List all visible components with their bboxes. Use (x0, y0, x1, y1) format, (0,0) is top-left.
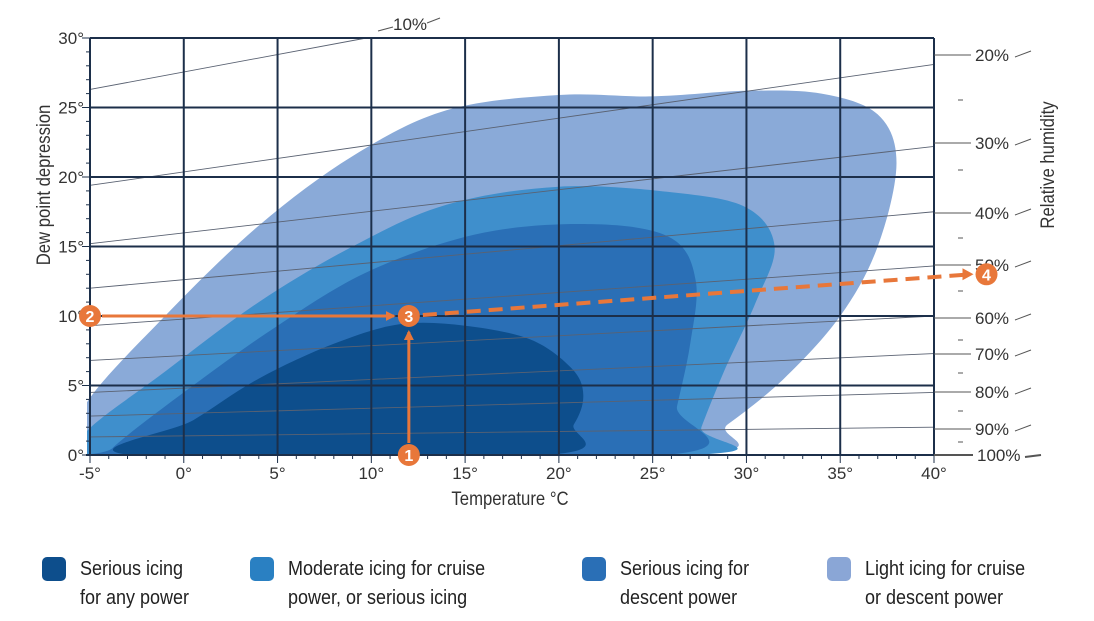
step-number-1: 1 (404, 448, 413, 465)
humidity-label: 30% (975, 134, 1009, 153)
humidity-line (89, 315, 935, 361)
humidity-label-dash (1014, 313, 1032, 321)
step-number-2: 2 (86, 309, 95, 326)
x-tick-label: 5° (269, 464, 285, 483)
x-tick-label: 10° (358, 464, 384, 483)
legend-label-line2: or descent power (865, 587, 1004, 609)
humidity-label-dash (1014, 50, 1032, 58)
humidity-label-dash (1014, 424, 1032, 432)
legend-label: Serious icing for any power (80, 555, 189, 613)
icing-region-4 (112, 322, 586, 455)
legend-label: Light icing for cruise or descent power (865, 555, 1025, 613)
legend-label-line1: Light icing for cruise (865, 558, 1026, 580)
x-tick-label: 15° (452, 464, 478, 483)
humidity-label-dash (1014, 208, 1032, 216)
humidity-label-10: 10% (393, 15, 427, 34)
humidity-line (89, 145, 935, 245)
humidity-label: 100% (977, 446, 1020, 465)
humidity-label: 60% (975, 309, 1009, 328)
humidity-label-dash (1024, 454, 1042, 458)
grid (82, 37, 935, 463)
legend-label-line2: for any power (80, 587, 190, 609)
legend-label: Serious icing for descent power (620, 555, 749, 613)
y-tick-label: 15° (58, 238, 84, 257)
humidity-line (89, 392, 935, 417)
legend-label-line1: Serious icing for (620, 558, 750, 580)
y-tick-label: 0° (68, 446, 84, 465)
x-tick-label: 20° (546, 464, 572, 483)
y-tick-label: 10° (58, 307, 84, 326)
legend-label-line2: power, or serious icing (288, 587, 468, 609)
x-tick-label: 25° (640, 464, 666, 483)
humidity-label-dash (377, 26, 394, 32)
x-axis-label: Temperature °C (451, 488, 568, 509)
y-axis-label: Dew point depression (33, 105, 54, 266)
legend-item-serious-descent: Serious icing for descent power (582, 555, 763, 613)
legend-item-serious-any-power: Serious icing for any power (42, 555, 201, 613)
tick-labels: -5° 0° 5° 10° 15° 20° 25° 30° 35° 40°0°5°10°15°20… (58, 29, 947, 483)
x-tick-label: 40° (921, 464, 947, 483)
humidity-label-dash (426, 17, 441, 24)
step-marker-2 (79, 305, 101, 327)
y-tick-label: 20° (58, 168, 84, 187)
humidity-line (89, 37, 367, 90)
humidity-line (89, 211, 935, 289)
humidity-label: 70% (975, 345, 1009, 364)
humidity-label-dash (1014, 349, 1032, 357)
step-marker-3 (397, 305, 420, 327)
humidity-label-dash (1014, 138, 1032, 146)
humidity-line (89, 63, 935, 186)
step-marker-1 (397, 444, 420, 466)
humidity-line (89, 426, 935, 438)
y-tick-label: 5° (68, 377, 84, 396)
humidity-label: 90% (975, 420, 1009, 439)
humidity-label-dash (1014, 260, 1032, 268)
arrow-3-to-4 (422, 272, 971, 317)
legend-label: Moderate icing for cruise power, or seri… (288, 555, 485, 613)
example-path: 1 2 3 4 (79, 263, 998, 466)
step-marker-4 (975, 263, 998, 286)
legend-swatch (582, 557, 606, 581)
legend-swatch (250, 557, 274, 581)
legend-label-line1: Serious icing (80, 558, 184, 580)
humidity-lines (89, 37, 935, 438)
x-tick-label: 30° (734, 464, 760, 483)
icing-regions (87, 90, 897, 455)
humidity-label: 40% (975, 204, 1009, 223)
x-tick-label: 35° (827, 464, 853, 483)
legend-label-line1: Moderate icing for cruise (288, 558, 486, 580)
humidity-label-dash (1014, 387, 1032, 395)
humidity-label: 20% (975, 46, 1009, 65)
step-number-4: 4 (982, 267, 991, 284)
legend-label-line2: descent power (620, 587, 738, 609)
y-tick-label: 30° (58, 29, 84, 48)
x-tick-label: -5° (79, 464, 101, 483)
humidity-label: 80% (975, 383, 1009, 402)
legend-item-light-icing: Light icing for cruise or descent power (827, 555, 1043, 613)
x-tick-label: 0° (176, 464, 192, 483)
legend-swatch (827, 557, 851, 581)
legend-swatch (42, 557, 66, 581)
right-axis-label: Relative humidity (1037, 101, 1058, 228)
step-number-3: 3 (404, 309, 413, 326)
arrow-3-to-4-head (962, 268, 974, 281)
y-tick-label: 25° (58, 99, 84, 118)
legend-item-moderate-cruise: Moderate icing for cruise power, or seri… (250, 555, 507, 613)
